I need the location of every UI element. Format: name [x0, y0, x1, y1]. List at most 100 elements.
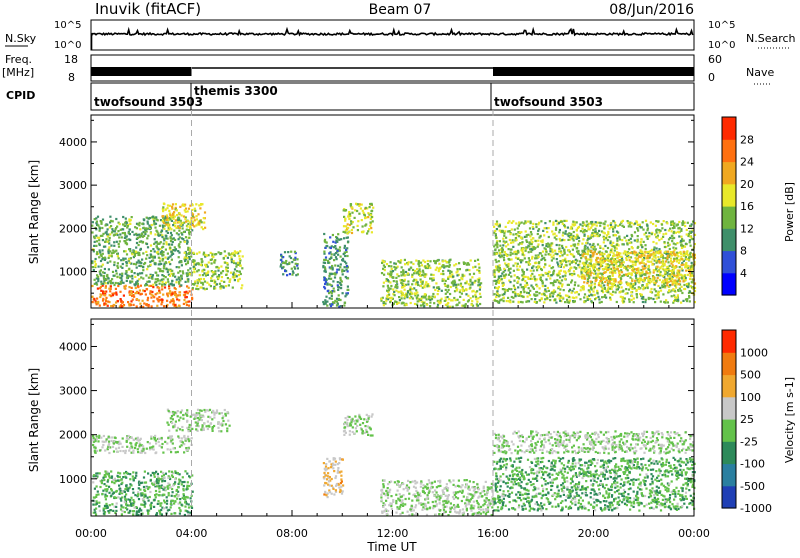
data-cell: [132, 471, 134, 473]
data-cell: [133, 234, 135, 236]
data-cell: [592, 266, 594, 268]
data-cell: [220, 285, 222, 287]
data-cell: [184, 252, 186, 254]
data-cell: [433, 286, 435, 288]
data-cell: [397, 260, 399, 262]
data-cell: [498, 286, 500, 288]
data-cell: [654, 288, 656, 290]
data-cell: [615, 291, 617, 293]
data-cell: [610, 251, 612, 253]
data-cell: [337, 254, 339, 256]
data-cell: [570, 228, 572, 230]
data-cell: [518, 269, 520, 271]
data-cell: [138, 299, 140, 301]
data-cell: [174, 501, 176, 503]
data-cell: [520, 237, 522, 239]
data-cell: [142, 266, 144, 268]
data-cell: [328, 252, 330, 254]
data-cell: [673, 251, 675, 253]
data-cell: [337, 286, 339, 288]
data-cell: [602, 262, 604, 264]
data-cell: [110, 245, 112, 247]
data-cell: [122, 263, 124, 265]
data-cell: [175, 203, 177, 205]
data-cell: [347, 289, 349, 291]
data-cell: [660, 290, 662, 292]
data-cell: [553, 289, 555, 291]
data-cell: [154, 238, 156, 240]
data-cell: [544, 298, 546, 300]
data-cell: [118, 243, 120, 245]
data-cell: [162, 486, 164, 488]
data-cell: [671, 278, 673, 280]
data-cell: [655, 262, 657, 264]
data-cell: [470, 297, 472, 299]
data-cell: [631, 295, 633, 297]
data-cell: [478, 279, 480, 281]
data-cell: [102, 239, 104, 241]
data-cell: [603, 241, 605, 243]
data-cell: [594, 298, 596, 300]
data-cell: [659, 267, 661, 269]
data-cell: [125, 477, 127, 479]
data-cell: [289, 273, 291, 275]
data-cell: [594, 235, 596, 237]
data-cell: [632, 264, 634, 266]
data-cell: [597, 243, 599, 245]
data-cell: [170, 506, 172, 508]
data-cell: [510, 258, 512, 260]
data-cell: [323, 233, 325, 235]
data-cell: [536, 291, 538, 293]
data-cell: [582, 222, 584, 224]
data-cell: [564, 275, 566, 277]
data-cell: [628, 283, 630, 285]
data-cell: [631, 280, 633, 282]
data-cell: [656, 232, 658, 234]
data-cell: [121, 482, 123, 484]
data-cell: [137, 223, 139, 225]
data-cell: [625, 240, 627, 242]
data-cell: [99, 287, 101, 289]
data-cell: [159, 511, 161, 513]
data-cell: [419, 272, 421, 274]
data-cell: [561, 254, 563, 256]
data-cell: [442, 270, 444, 272]
data-cell: [646, 225, 648, 227]
data-cell: [642, 221, 644, 223]
data-cell: [545, 254, 547, 256]
data-cell: [168, 243, 170, 245]
data-cell: [124, 496, 126, 498]
data-cell: [152, 286, 154, 288]
data-cell: [587, 251, 589, 253]
data-cell: [663, 233, 665, 235]
data-cell: [100, 281, 102, 283]
data-cell: [594, 294, 596, 296]
data-cell: [509, 272, 511, 274]
data-cell: [629, 267, 631, 269]
data-cell: [351, 206, 353, 208]
data-cell: [139, 228, 141, 230]
data-cell: [417, 300, 419, 302]
data-cell: [125, 218, 127, 220]
data-cell: [160, 486, 162, 488]
data-cell: [114, 230, 116, 232]
data-cell: [685, 262, 687, 264]
cpid-segment-1: twofsound 3503: [94, 95, 203, 109]
data-cell: [125, 242, 127, 244]
data-cell: [383, 274, 385, 276]
data-cell: [604, 245, 606, 247]
data-cell: [143, 219, 145, 221]
data-cell: [141, 272, 143, 274]
data-cell: [607, 247, 609, 249]
data-cell: [351, 232, 353, 234]
data-cell: [610, 286, 612, 288]
data-cell: [325, 301, 327, 303]
data-cell: [662, 280, 664, 282]
data-cell: [134, 292, 136, 294]
data-cell: [525, 236, 527, 238]
data-cell: [621, 239, 623, 241]
data-cell: [146, 281, 148, 283]
data-cell: [121, 302, 123, 304]
data-cell: [583, 230, 585, 232]
data-cell: [594, 246, 596, 248]
